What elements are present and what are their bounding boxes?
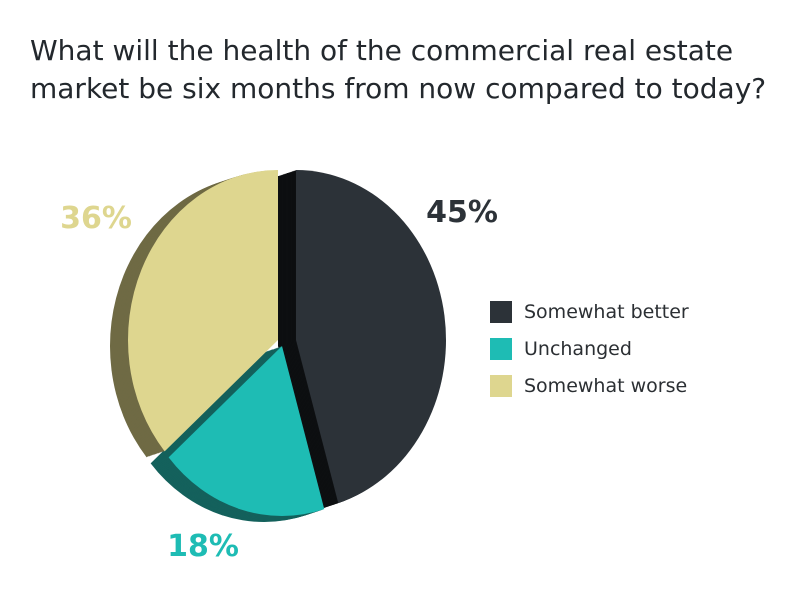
chart-title: What will the health of the commercial r… — [30, 32, 790, 108]
chart-title-line-2: market be six months from now compared t… — [30, 72, 767, 105]
legend-item-somewhat-worse: Somewhat worse — [490, 374, 689, 398]
pie-labels-layer: 45% 18% 36% — [60, 195, 498, 564]
legend-label-somewhat-better: Somewhat better — [524, 301, 689, 323]
legend-swatch-somewhat-worse — [490, 375, 512, 397]
pie-slice-somewhat-worse — [128, 170, 278, 452]
legend-label-unchanged: Unchanged — [524, 338, 632, 360]
legend-item-somewhat-better: Somewhat better — [490, 300, 689, 324]
value-label-somewhat-worse: 36% — [60, 201, 132, 236]
legend-swatch-unchanged — [490, 338, 512, 360]
value-label-unchanged: 18% — [167, 529, 239, 564]
value-label-somewhat-better: 45% — [426, 195, 498, 230]
legend: Somewhat better Unchanged Somewhat worse — [490, 300, 689, 411]
pie-slice-unchanged — [168, 346, 325, 516]
chart-title-line-1: What will the health of the commercial r… — [30, 34, 734, 67]
legend-label-somewhat-worse: Somewhat worse — [524, 375, 688, 397]
legend-swatch-somewhat-better — [490, 301, 512, 323]
pie-slice-somewhat-better — [296, 170, 446, 504]
pie-slices-layer — [128, 170, 446, 516]
legend-item-unchanged: Unchanged — [490, 337, 689, 361]
